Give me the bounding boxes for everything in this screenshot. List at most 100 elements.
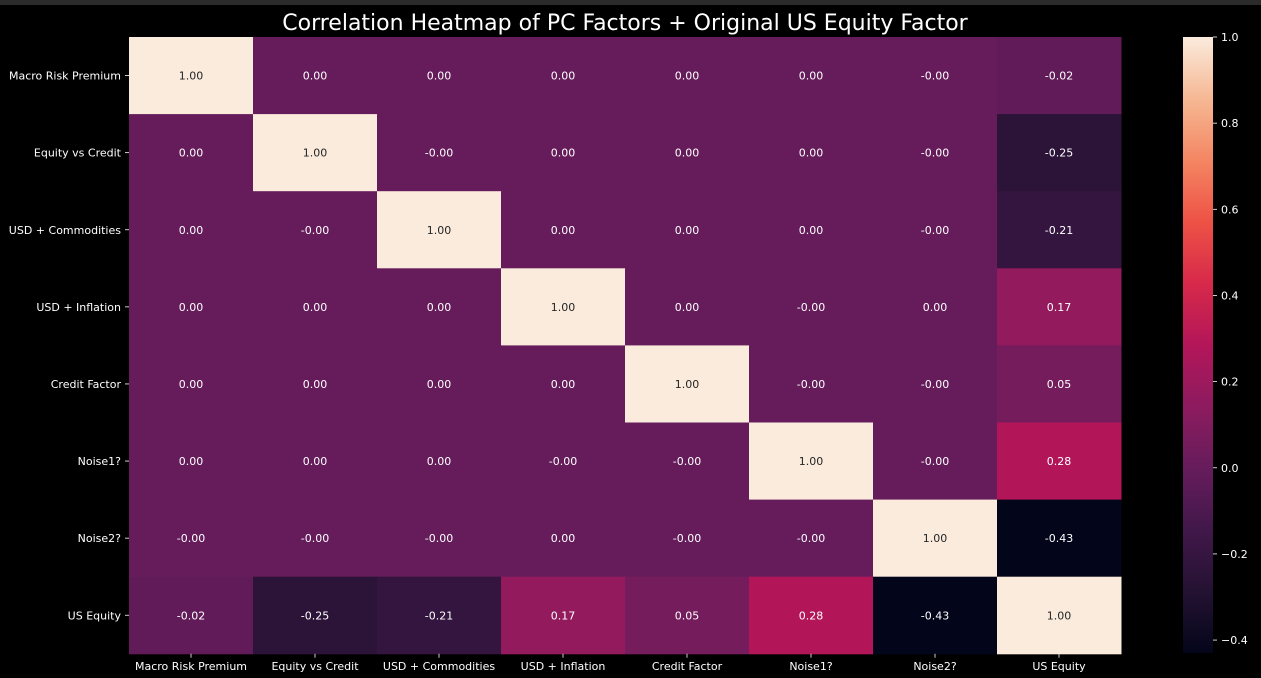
heatmap-cell xyxy=(997,422,1122,501)
heatmap-cell xyxy=(749,114,874,192)
heatmap-cell-label: 0.00 xyxy=(799,147,824,160)
y-tick-label: Credit Factor xyxy=(51,378,122,391)
heatmap-cell-label: 0.05 xyxy=(675,609,700,622)
heatmap-cell xyxy=(129,345,254,423)
heatmap-cell-label: -0.00 xyxy=(921,70,949,83)
heatmap-cell-label: -0.21 xyxy=(425,609,453,622)
y-tick-label: USD + Commodities xyxy=(9,224,121,237)
colorbar-tick-label: −0.2 xyxy=(1221,548,1248,561)
heatmap-cell-label: -0.00 xyxy=(797,301,825,314)
heatmap-cell xyxy=(377,345,502,423)
heatmap-cell xyxy=(625,345,750,423)
heatmap-cell-label: -0.43 xyxy=(1045,532,1073,545)
heatmap-cell-label: -0.00 xyxy=(797,532,825,545)
heatmap-cell-label: 1.00 xyxy=(675,378,700,391)
heatmap-cell-label: 0.28 xyxy=(799,609,824,622)
x-tick-label: Noise1? xyxy=(789,660,833,673)
heatmap-cell xyxy=(253,37,378,115)
heatmap-cell-label: 0.00 xyxy=(551,70,576,83)
heatmap-cell xyxy=(749,422,874,501)
heatmap-cell xyxy=(749,268,874,346)
heatmap-cell-label: 0.00 xyxy=(551,532,576,545)
heatmap-cell xyxy=(501,345,626,423)
heatmap-cell xyxy=(129,499,254,578)
heatmap-cell xyxy=(997,37,1122,115)
heatmap-cell-label: -0.00 xyxy=(425,532,453,545)
heatmap-cell-label: 0.00 xyxy=(551,224,576,237)
heatmap-cell-label: 1.00 xyxy=(923,532,948,545)
x-tick-label: USD + Commodities xyxy=(383,660,495,673)
colorbar-tick-label: −0.4 xyxy=(1221,634,1248,647)
heatmap-cell xyxy=(997,576,1122,655)
heatmap-cell xyxy=(377,268,502,346)
heatmap-cell-label: -0.00 xyxy=(673,455,701,468)
heatmap-cell xyxy=(625,268,750,346)
heatmap-cell xyxy=(873,268,998,346)
heatmap-cell-label: 0.00 xyxy=(303,70,328,83)
heatmap-cell-label: 0.00 xyxy=(179,378,204,391)
heatmap-cell xyxy=(625,499,750,578)
heatmap-cell xyxy=(377,422,502,501)
colorbar-tick-label: 0.6 xyxy=(1221,203,1239,216)
heatmap-cell xyxy=(997,345,1122,423)
heatmap-cell xyxy=(501,37,626,115)
heatmap-cell-label: 0.00 xyxy=(303,455,328,468)
heatmap-cell-label: 0.00 xyxy=(179,147,204,160)
heatmap-cell-label: -0.25 xyxy=(1045,147,1073,160)
heatmap-cell xyxy=(253,114,378,192)
heatmap-cell xyxy=(377,191,502,269)
heatmap-cell-label: -0.00 xyxy=(921,378,949,391)
heatmap-cell xyxy=(625,37,750,115)
heatmap-cell-label: -0.21 xyxy=(1045,224,1073,237)
heatmap-cell-label: -0.00 xyxy=(921,455,949,468)
chart-title: Correlation Heatmap of PC Factors + Orig… xyxy=(282,11,968,36)
heatmap-cell xyxy=(749,191,874,269)
heatmap-cell xyxy=(501,576,626,655)
x-tick-label: Credit Factor xyxy=(652,660,723,673)
heatmap-cell xyxy=(997,191,1122,269)
heatmap-cell-label: 0.00 xyxy=(427,378,452,391)
heatmap-cell-label: -0.00 xyxy=(301,224,329,237)
heatmap-cell xyxy=(749,576,874,655)
heatmap-cell xyxy=(625,576,750,655)
colorbar: 1.0 0.8 0.6 0.4 0.2 0.0 −0.2 −0.4 xyxy=(1183,31,1248,653)
heatmap-cell-label: 0.00 xyxy=(303,301,328,314)
heatmap-cell xyxy=(625,114,750,192)
heatmap-cell xyxy=(129,268,254,346)
heatmap-cell xyxy=(749,345,874,423)
heatmap-cell xyxy=(625,191,750,269)
heatmap-cell-label: -0.25 xyxy=(301,609,329,622)
heatmap-cell-label: 0.00 xyxy=(551,378,576,391)
heatmap-cell xyxy=(873,499,998,578)
x-tick-label: Equity vs Credit xyxy=(271,660,359,673)
heatmap-cell xyxy=(129,576,254,655)
heatmap-cell xyxy=(253,576,378,655)
colorbar-tick-label: 0.2 xyxy=(1221,376,1239,389)
colorbar-tick-label: 0.8 xyxy=(1221,117,1239,130)
heatmap-cell-label: 0.00 xyxy=(303,378,328,391)
heatmap-cell xyxy=(501,499,626,578)
y-tick-label: Macro Risk Premium xyxy=(9,70,121,83)
heatmap-cell-labels: 1.00 0.00 0.00 0.00 0.00 0.00 -0.00 -0.02 0.00 1.… xyxy=(177,70,1073,623)
heatmap-cells xyxy=(129,37,1122,655)
heatmap-cell-label: 1.00 xyxy=(179,70,204,83)
heatmap-cell-label: 1.00 xyxy=(551,301,576,314)
heatmap-cell-label: 0.00 xyxy=(675,147,700,160)
heatmap-cell-label: -0.00 xyxy=(425,147,453,160)
heatmap-cell-label: 0.00 xyxy=(427,455,452,468)
heatmap-cell-label: 0.00 xyxy=(427,301,452,314)
heatmap-cell-label: 0.05 xyxy=(1047,378,1072,391)
y-axis: Macro Risk Premium Equity vs Credit USD + … xyxy=(9,70,129,622)
heatmap-cell xyxy=(253,499,378,578)
colorbar-tick-label: 0.4 xyxy=(1221,289,1239,302)
heatmap-cell-label: -0.00 xyxy=(549,455,577,468)
heatmap-cell xyxy=(377,499,502,578)
y-tick-label: USD + Inflation xyxy=(36,301,121,314)
heatmap-cell-label: 0.00 xyxy=(799,224,824,237)
heatmap-cell xyxy=(749,37,874,115)
heatmap-cell xyxy=(501,191,626,269)
heatmap-cell-label: 0.00 xyxy=(179,301,204,314)
y-tick-label: Equity vs Credit xyxy=(34,147,122,160)
